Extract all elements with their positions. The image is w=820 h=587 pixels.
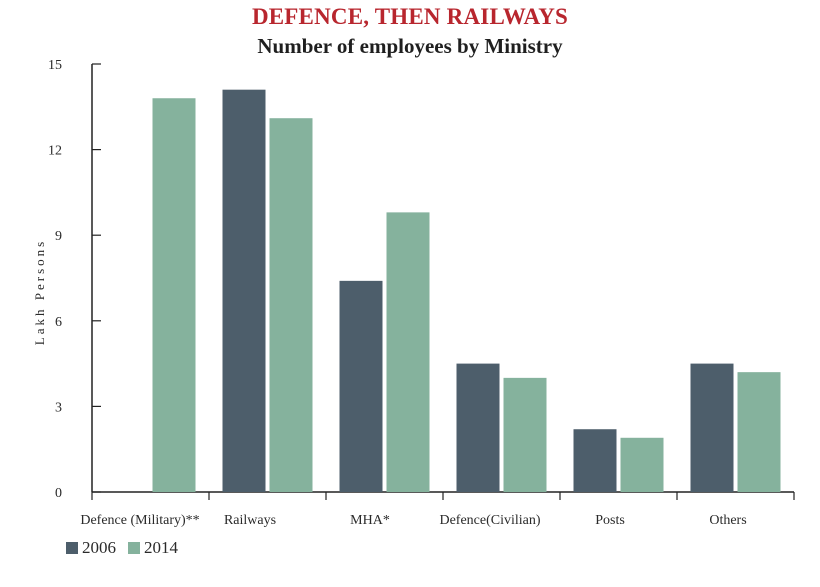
legend-label-2014: 2014 — [144, 538, 178, 557]
legend-item-2014: 2014 — [128, 538, 178, 558]
x-tick-label: Others — [709, 513, 746, 528]
bar-2014 — [737, 372, 781, 492]
y-axis: 0 3 6 9 12 15 — [48, 58, 101, 501]
y-tick-label: 3 — [55, 400, 62, 415]
bar-2014 — [269, 118, 313, 493]
bar-2006 — [339, 280, 383, 492]
legend-swatch-2006 — [66, 542, 78, 554]
y-tick-label: 15 — [48, 58, 62, 73]
x-axis: Defence (Military)** Railways MHA* Defence(… — [80, 491, 795, 528]
bar-2006 — [222, 89, 266, 493]
bars — [152, 89, 781, 493]
chart-title: DEFENCE, THEN RAILWAYS — [251, 4, 569, 29]
bar-2014 — [152, 98, 196, 493]
chart-subtitle: Number of employees by Ministry — [257, 34, 563, 58]
x-tick-label: Posts — [595, 513, 625, 528]
y-tick-label: 9 — [55, 229, 62, 244]
y-tick-label: 6 — [55, 315, 62, 330]
x-tick-label: Defence(Civilian) — [439, 513, 540, 528]
bar-2006 — [573, 429, 617, 492]
bar-2006 — [456, 363, 500, 492]
legend-label-2006: 2006 — [82, 538, 116, 557]
legend: 2006 2014 — [66, 538, 178, 558]
bar-2014 — [503, 377, 547, 492]
y-axis-label: Lakh Persons — [32, 239, 47, 345]
legend-item-2006: 2006 — [66, 538, 116, 558]
bar-2006 — [690, 363, 734, 492]
x-tick-label: MHA* — [350, 513, 390, 528]
x-tick-label: Railways — [224, 513, 276, 528]
legend-swatch-2014 — [128, 542, 140, 554]
bar-2014 — [386, 212, 430, 492]
y-tick-label: 12 — [48, 144, 62, 159]
bar-2014 — [620, 437, 664, 492]
y-tick-label: 0 — [55, 486, 62, 501]
x-tick-label: Defence (Military)** — [80, 513, 199, 528]
